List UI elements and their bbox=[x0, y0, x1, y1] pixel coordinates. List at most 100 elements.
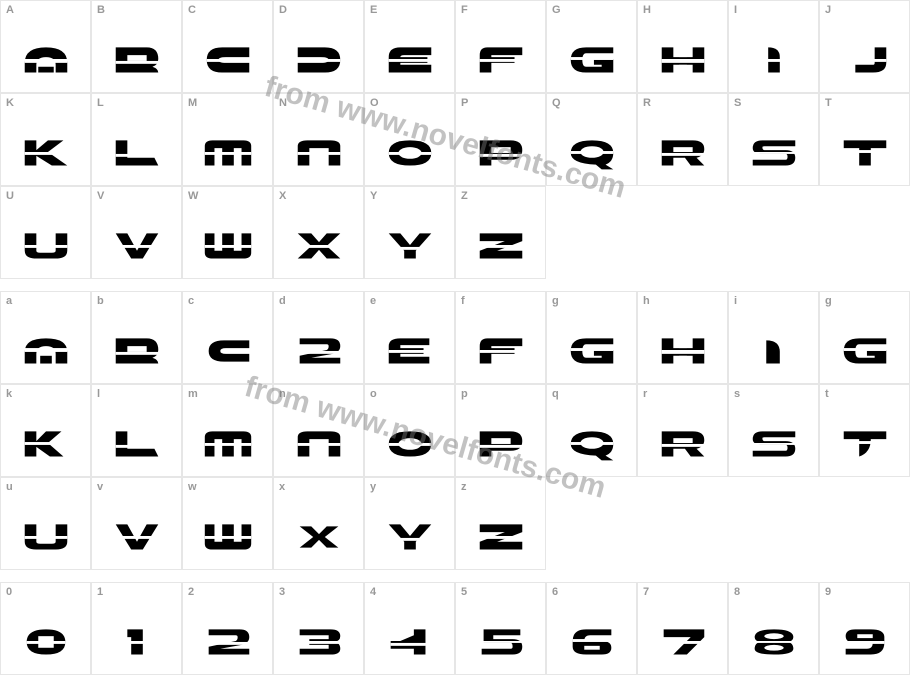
character-cell[interactable]: y bbox=[364, 477, 455, 570]
character-cell[interactable]: b bbox=[91, 291, 182, 384]
character-cell[interactable]: T bbox=[819, 93, 910, 186]
character-cell[interactable]: N bbox=[273, 93, 364, 186]
key-label: t bbox=[825, 388, 829, 400]
key-label: I bbox=[734, 4, 737, 16]
character-cell[interactable]: E bbox=[364, 0, 455, 93]
character-cell[interactable]: a bbox=[0, 291, 91, 384]
character-cell[interactable]: h bbox=[637, 291, 728, 384]
key-label: r bbox=[643, 388, 647, 400]
glyph bbox=[381, 330, 439, 377]
glyph bbox=[836, 330, 894, 377]
character-cell[interactable]: c bbox=[182, 291, 273, 384]
key-label: d bbox=[279, 295, 286, 307]
key-label: 0 bbox=[6, 586, 12, 598]
key-label: p bbox=[461, 388, 468, 400]
glyph bbox=[199, 516, 257, 563]
character-cell[interactable]: I bbox=[728, 0, 819, 93]
character-cell[interactable]: s bbox=[728, 384, 819, 477]
character-cell[interactable]: w bbox=[182, 477, 273, 570]
key-label: 1 bbox=[97, 586, 103, 598]
character-cell[interactable]: G bbox=[546, 0, 637, 93]
character-cell[interactable]: i bbox=[728, 291, 819, 384]
character-cell[interactable]: W bbox=[182, 186, 273, 279]
character-cell[interactable]: X bbox=[273, 186, 364, 279]
key-label: g bbox=[825, 295, 832, 307]
character-cell[interactable]: B bbox=[91, 0, 182, 93]
key-label: w bbox=[188, 481, 197, 493]
character-cell[interactable]: S bbox=[728, 93, 819, 186]
glyph bbox=[108, 225, 166, 272]
character-cell[interactable]: V bbox=[91, 186, 182, 279]
character-cell[interactable]: v bbox=[91, 477, 182, 570]
character-cell[interactable]: x bbox=[273, 477, 364, 570]
character-cell[interactable]: t bbox=[819, 384, 910, 477]
character-cell[interactable]: K bbox=[0, 93, 91, 186]
glyph bbox=[563, 423, 621, 470]
key-label: H bbox=[643, 4, 651, 16]
character-cell[interactable]: q bbox=[546, 384, 637, 477]
character-cell[interactable]: d bbox=[273, 291, 364, 384]
key-label: X bbox=[279, 190, 286, 202]
character-cell[interactable]: 1 bbox=[91, 582, 182, 675]
character-cell[interactable]: f bbox=[455, 291, 546, 384]
glyph bbox=[290, 132, 348, 179]
key-label: Q bbox=[552, 97, 561, 109]
character-cell[interactable]: e bbox=[364, 291, 455, 384]
character-row: klmnop qr st bbox=[0, 384, 910, 477]
glyph bbox=[381, 39, 439, 86]
character-cell[interactable]: Y bbox=[364, 186, 455, 279]
character-cell[interactable]: 5 bbox=[455, 582, 546, 675]
character-cell[interactable]: Z bbox=[455, 186, 546, 279]
key-label: G bbox=[552, 4, 561, 16]
character-cell[interactable]: 4 bbox=[364, 582, 455, 675]
character-cell[interactable]: L bbox=[91, 93, 182, 186]
character-cell[interactable]: U bbox=[0, 186, 91, 279]
character-cell[interactable]: g bbox=[546, 291, 637, 384]
character-cell[interactable]: 9 bbox=[819, 582, 910, 675]
key-label: x bbox=[279, 481, 285, 493]
character-cell[interactable]: O bbox=[364, 93, 455, 186]
key-label: 6 bbox=[552, 586, 558, 598]
key-label: f bbox=[461, 295, 465, 307]
glyph bbox=[108, 330, 166, 377]
character-cell[interactable]: l bbox=[91, 384, 182, 477]
character-cell[interactable]: r bbox=[637, 384, 728, 477]
key-label: 2 bbox=[188, 586, 194, 598]
glyph bbox=[290, 621, 348, 668]
row-spacer bbox=[0, 570, 910, 582]
key-label: P bbox=[461, 97, 468, 109]
character-cell[interactable]: 8 bbox=[728, 582, 819, 675]
character-cell[interactable]: 2 bbox=[182, 582, 273, 675]
character-cell[interactable]: F bbox=[455, 0, 546, 93]
character-cell[interactable]: D bbox=[273, 0, 364, 93]
character-cell[interactable]: 6 bbox=[546, 582, 637, 675]
glyph bbox=[745, 330, 803, 377]
glyph bbox=[199, 423, 257, 470]
character-cell[interactable]: u bbox=[0, 477, 91, 570]
key-label: b bbox=[97, 295, 104, 307]
key-label: J bbox=[825, 4, 831, 16]
key-label: K bbox=[6, 97, 14, 109]
character-cell[interactable]: n bbox=[273, 384, 364, 477]
character-cell[interactable]: 3 bbox=[273, 582, 364, 675]
glyph bbox=[199, 39, 257, 86]
character-cell[interactable]: m bbox=[182, 384, 273, 477]
character-cell[interactable]: k bbox=[0, 384, 91, 477]
character-cell[interactable]: R bbox=[637, 93, 728, 186]
character-cell[interactable]: o bbox=[364, 384, 455, 477]
key-label: B bbox=[97, 4, 105, 16]
character-cell[interactable]: A bbox=[0, 0, 91, 93]
character-cell[interactable]: p bbox=[455, 384, 546, 477]
character-cell[interactable]: C bbox=[182, 0, 273, 93]
character-cell[interactable]: z bbox=[455, 477, 546, 570]
character-cell[interactable]: P bbox=[455, 93, 546, 186]
character-cell[interactable]: M bbox=[182, 93, 273, 186]
character-cell[interactable]: H bbox=[637, 0, 728, 93]
character-cell[interactable]: 7 bbox=[637, 582, 728, 675]
glyph bbox=[108, 516, 166, 563]
character-cell[interactable]: J bbox=[819, 0, 910, 93]
key-label: E bbox=[370, 4, 377, 16]
character-cell[interactable]: Q bbox=[546, 93, 637, 186]
character-cell[interactable]: 0 bbox=[0, 582, 91, 675]
character-cell[interactable]: g bbox=[819, 291, 910, 384]
